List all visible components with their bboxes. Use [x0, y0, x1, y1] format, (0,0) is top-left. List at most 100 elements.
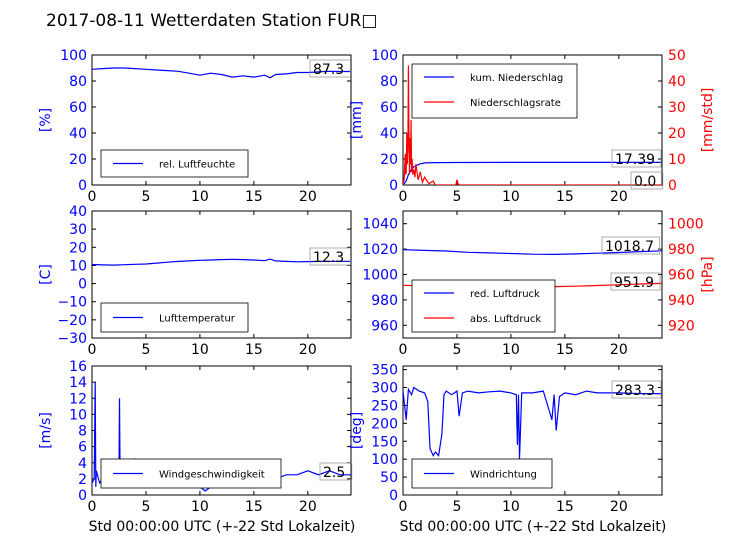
x-tick-label: 0 [88, 189, 97, 205]
y2-tick-label: 10 [668, 152, 686, 168]
legend: rel. Luftfeuchte [100, 149, 249, 178]
y-tick-label: 10 [69, 407, 87, 423]
legend-entry: Lufttemperatur [159, 314, 236, 325]
y-tick-label: 960 [371, 318, 398, 334]
y-tick-label: 100 [60, 48, 87, 64]
y-tick-label: 20 [69, 240, 87, 256]
y-tick-label: 0 [78, 277, 87, 293]
y-tick-label: 2 [78, 472, 87, 488]
x-tick-label: 20 [610, 499, 628, 515]
y-tick-label: 80 [380, 74, 398, 90]
legend-box [100, 149, 249, 178]
legend-box [411, 279, 556, 333]
y-tick-label: 300 [371, 381, 398, 397]
series-line-1 [403, 65, 662, 185]
value-annotation-box [309, 59, 351, 78]
value-annotation: 12.3 [313, 250, 344, 266]
figure-title: 2017-08-11 Wetterdaten Station FUR□ [46, 11, 377, 31]
x-tick-label: 5 [141, 189, 150, 205]
y-tick-label: −10 [57, 295, 87, 311]
y2-axis-label: [mm/std] [700, 88, 716, 153]
x-tick-label: 20 [610, 342, 628, 358]
series-line-0 [403, 161, 662, 185]
x-tick-label: 5 [141, 499, 150, 515]
y-tick-label: 12 [69, 391, 87, 407]
y-axis-label: [mm] [349, 101, 365, 139]
x-tick-label: 0 [399, 499, 408, 515]
x-tick-label: 10 [502, 342, 520, 358]
x-tick-label: 15 [556, 499, 574, 515]
series-line-0 [92, 258, 351, 266]
x-tick-label: 0 [88, 342, 97, 358]
x-tick-label: 5 [452, 342, 461, 358]
x-tick-label: 0 [399, 189, 408, 205]
x-tick-label: 20 [299, 189, 317, 205]
y-tick-label: 4 [78, 456, 87, 472]
y-axis-label: [m/s] [38, 412, 54, 449]
value-annotation-box [610, 272, 661, 291]
x-tick-label: 15 [556, 342, 574, 358]
legend-entry: Niederschlagsrate [470, 98, 561, 109]
y2-tick-label: 20 [668, 126, 686, 142]
y2-tick-label: 920 [668, 318, 695, 334]
y-tick-label: 0 [389, 178, 398, 194]
y-tick-label: 8 [78, 424, 87, 440]
y-tick-label: 60 [69, 100, 87, 116]
value-annotation: 87.3 [313, 62, 344, 78]
value-annotation: 0.0 [634, 174, 656, 190]
x-axis-label-right: Std 00:00:00 UTC (+-22 Std Lokalzeit) [400, 519, 667, 535]
value-annotation-box [601, 236, 660, 255]
value-annotation: 951.9 [614, 275, 654, 291]
legend-entry: abs. Luftdruck [470, 314, 541, 325]
y-tick-label: 1000 [362, 268, 398, 284]
y-tick-label: 20 [69, 152, 87, 168]
x-tick-label: 15 [245, 342, 263, 358]
x-tick-label: 5 [452, 499, 461, 515]
value-annotation-box [319, 462, 353, 481]
value-annotation: 2.5 [323, 465, 345, 481]
y-tick-label: 0 [389, 488, 398, 504]
y-tick-label: 250 [371, 398, 398, 414]
y-tick-label: 350 [371, 363, 398, 379]
y-tick-label: 50 [380, 470, 398, 486]
y-tick-label: −30 [57, 331, 87, 347]
value-annotation: 1018.7 [605, 239, 654, 255]
y-tick-label: 6 [78, 440, 87, 456]
y-tick-label: 200 [371, 416, 398, 432]
legend: red. Luftdruck abs. Luftdruck [411, 279, 556, 333]
y2-tick-label: 1000 [668, 217, 704, 233]
y2-tick-label: 50 [668, 48, 686, 64]
legend-box [411, 63, 578, 119]
x-tick-label: 10 [502, 499, 520, 515]
x-tick-label: 10 [502, 189, 520, 205]
y-tick-label: 30 [69, 222, 87, 238]
series-line-0 [403, 386, 662, 460]
value-annotation-box [611, 380, 662, 399]
y-tick-label: 60 [380, 100, 398, 116]
y2-axis-label: [hPa] [700, 256, 716, 292]
legend-entry: rel. Luftfeuchte [159, 160, 235, 171]
legend: Windgeschwindigkeit [100, 458, 282, 489]
x-tick-label: 20 [299, 499, 317, 515]
panel-temperature: 0 5 10 15 20 −30 −20 −10 0 10 20 30 40 [C] Lufttempera… [38, 204, 352, 358]
x-axis-label-left: Std 00:00:00 UTC (+-22 Std Lokalzeit) [89, 519, 356, 535]
x-tick-label: 0 [88, 499, 97, 515]
y-tick-label: 0 [78, 488, 87, 504]
value-annotation-box [630, 171, 664, 190]
y-tick-label: 16 [69, 359, 87, 375]
series-line-0 [92, 67, 351, 79]
y2-tick-label: 940 [668, 293, 695, 309]
panel-pressure: 0 5 10 15 20 960 980 1000 1020 1040 920 940 960 980 10… [362, 210, 716, 358]
y-tick-label: 1040 [362, 217, 398, 233]
y2-tick-label: 40 [668, 74, 686, 90]
y-tick-label: 20 [380, 152, 398, 168]
legend: Lufttemperatur [100, 302, 249, 333]
y-tick-label: 150 [371, 434, 398, 450]
value-annotation-box [611, 149, 662, 168]
panel-windspeed: 0 5 10 15 200246810121416[m/s]Windgeschwindi… [38, 359, 353, 515]
legend-entry: Windrichtung [470, 470, 537, 481]
panel-winddir: 0 5 10 15 20050100150200250300350[deg]Windri… [349, 363, 663, 515]
y2-tick-label: 960 [668, 268, 695, 284]
